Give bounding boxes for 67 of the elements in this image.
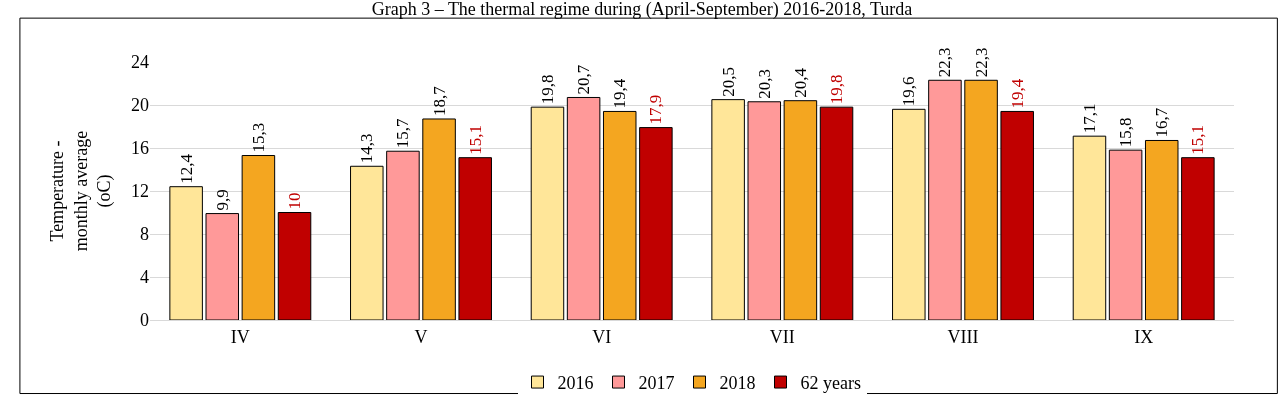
chart-title: Graph 3 – The thermal regime during (April-September) 2016-2018, Turda [371, 0, 913, 20]
y-axis-title: Temperature - monthly average (oC) [47, 130, 116, 252]
data-label: 22,3 [971, 47, 991, 78]
data-label: 20,3 [754, 69, 774, 99]
bar [169, 186, 203, 320]
data-label: 22,3 [935, 47, 955, 78]
bar [711, 99, 745, 320]
bar [928, 79, 962, 320]
y-tick-label: 4 [140, 267, 149, 288]
data-label: 16,7 [1152, 107, 1172, 138]
data-label: 19,6 [899, 76, 919, 107]
data-label: 19,8 [827, 74, 847, 105]
legend-label: 2016 [557, 373, 594, 394]
legend-label: 2017 [638, 373, 675, 394]
y-tick-label: 0 [140, 310, 149, 331]
data-label: 17,1 [1079, 103, 1099, 134]
data-label: 15,7 [393, 117, 413, 149]
y-tick-label: 12 [131, 181, 149, 202]
bar [1144, 139, 1179, 320]
bar [639, 127, 673, 320]
data-label: 10 [285, 192, 305, 210]
data-label: 12,4 [176, 153, 196, 184]
x-tick-label: VII [769, 326, 795, 347]
bar [386, 150, 420, 320]
bar [205, 213, 240, 320]
bar [458, 157, 492, 320]
data-label: 14,3 [357, 133, 377, 164]
y-tick-label: 16 [131, 138, 149, 159]
y-tick-label: 20 [131, 95, 149, 116]
x-tick-label: IV [230, 326, 250, 347]
data-label: 15,3 [248, 122, 268, 153]
bar [892, 108, 926, 320]
data-label: 9,9 [212, 189, 232, 211]
data-label: 19,4 [1007, 78, 1027, 109]
x-tick-label: V [414, 326, 428, 347]
data-label: 17,9 [646, 94, 666, 125]
bar [1108, 149, 1143, 320]
data-label: 20,7 [574, 64, 594, 95]
y-tick-label: 24 [131, 52, 149, 73]
bar [602, 110, 637, 320]
bar [566, 96, 601, 320]
bar [422, 118, 456, 320]
data-label: 15,8 [1116, 117, 1136, 148]
bar [747, 101, 782, 320]
data-label: 18,7 [429, 85, 449, 116]
bar [964, 79, 998, 320]
data-label: 19,8 [537, 74, 557, 105]
bar [1072, 135, 1107, 320]
bar [1000, 110, 1034, 320]
y-tick-label: 8 [140, 224, 149, 245]
data-label: 20,4 [790, 67, 810, 98]
bar [350, 165, 384, 320]
data-label: 15,1 [465, 124, 485, 155]
bar [1181, 157, 1215, 320]
legend-label: 2018 [719, 373, 756, 394]
data-label: 20,5 [718, 66, 738, 97]
data-label: 15,1 [1188, 124, 1208, 155]
bar [783, 100, 818, 320]
legend-label: 62 years [800, 373, 861, 394]
data-label: 19,4 [610, 78, 630, 109]
bar [277, 212, 312, 320]
bar [241, 155, 276, 320]
bar [819, 106, 854, 320]
x-tick-label: VI [592, 326, 612, 347]
bar [530, 106, 565, 320]
x-tick-label: IX [1134, 326, 1154, 347]
x-tick-label: VIII [947, 326, 979, 347]
